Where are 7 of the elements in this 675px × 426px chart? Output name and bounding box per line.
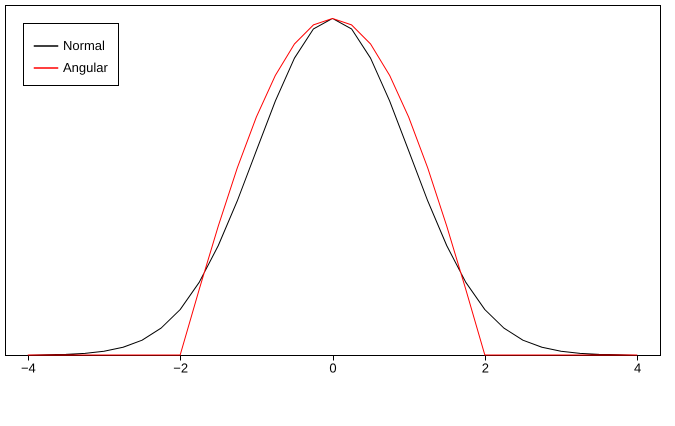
legend-label: Normal xyxy=(63,38,106,53)
legend-label: Angular xyxy=(63,60,108,75)
x-tick-label: 0 xyxy=(329,360,337,376)
x-tick-label: 2 xyxy=(482,360,489,376)
x-tick-label: 4 xyxy=(634,360,642,376)
x-tick-label: −4 xyxy=(20,360,36,376)
x-tick-label: −2 xyxy=(173,360,188,376)
